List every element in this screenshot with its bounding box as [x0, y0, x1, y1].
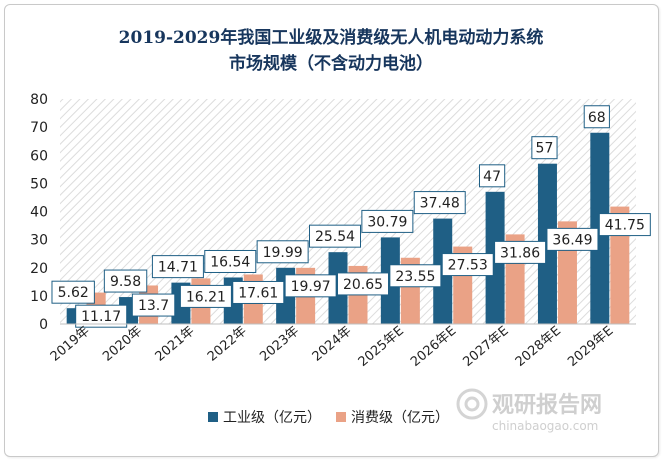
- legend: 工业级（亿元） 消费级（亿元）: [208, 410, 449, 426]
- x-tick-label: 2023年: [257, 324, 302, 365]
- data-label-consumer: 36.49: [552, 232, 592, 248]
- data-label-industrial-box: [361, 209, 414, 233]
- data-label-consumer: 19.97: [291, 279, 331, 295]
- x-tick-label: 2022年: [205, 324, 250, 365]
- data-label-consumer-box: [546, 227, 599, 251]
- data-label-consumer-box: [598, 213, 651, 237]
- x-tick-label: 2020年: [100, 324, 145, 365]
- data-label-consumer-box: [179, 284, 232, 308]
- data-label-consumer: 31.86: [500, 245, 540, 261]
- data-label-industrial-box: [256, 240, 309, 264]
- legend-label-consumer: 消费级（亿元）: [351, 410, 449, 426]
- x-tick-label: 2027年E: [460, 324, 511, 370]
- data-label-consumer-box: [284, 274, 337, 298]
- data-label-consumer-box: [389, 264, 442, 288]
- x-axis: 2019年 2020年 2021年 2022年 2023年 2024年 2025年E 2026…: [48, 323, 636, 370]
- x-tick-label: 2026年E: [408, 324, 459, 370]
- data-label-industrial-box: [151, 255, 204, 279]
- data-label-consumer: 27.53: [448, 258, 488, 274]
- data-label-industrial-box: [204, 249, 257, 273]
- x-tick-label: 2028年E: [513, 324, 564, 370]
- data-label-industrial: 30.79: [367, 214, 407, 230]
- x-tick-label: 2019年: [48, 324, 93, 365]
- chart-title-line1: 2019-2029年我国工业级及消费级无人机电动动力系统: [119, 27, 544, 48]
- data-label-industrial-box: [309, 224, 361, 248]
- data-label-industrial: 5.62: [58, 285, 89, 301]
- legend-swatch-industrial: [208, 412, 218, 422]
- legend-swatch-consumer: [336, 412, 346, 422]
- watermark-logo-icon: [456, 388, 488, 420]
- data-label-industrial: 16.54: [210, 254, 250, 270]
- y-tick-label: 10: [30, 289, 48, 305]
- data-label-consumer: 11.17: [81, 309, 121, 325]
- data-label-industrial-box: [583, 105, 610, 129]
- watermark-text-en: chinabaogao.com: [492, 419, 598, 433]
- y-tick-label: 0: [39, 317, 48, 333]
- data-label-consumer: 41.75: [605, 218, 645, 234]
- data-label-industrial: 9.58: [110, 274, 141, 290]
- x-tick-label: 2025年E: [356, 324, 407, 370]
- data-label-consumer: 17.61: [238, 285, 278, 301]
- data-label-industrial: 37.48: [420, 196, 460, 212]
- y-tick-label: 70: [30, 120, 48, 136]
- y-tick-label: 30: [30, 233, 48, 249]
- chart-title-line2: 市场规模（不含动力电池）: [229, 53, 433, 74]
- data-label-consumer: 13.7: [138, 298, 169, 314]
- data-label-consumer: 23.55: [395, 269, 435, 285]
- watermark-text-cn: 观研报告网: [492, 393, 602, 418]
- y-tick-label: 60: [30, 148, 48, 164]
- y-tick-label: 40: [30, 205, 48, 221]
- data-label-consumer-box: [131, 293, 176, 317]
- watermark: 观研报告网 chinabaogao.com: [456, 388, 602, 433]
- data-label-industrial-box: [478, 164, 506, 188]
- data-label-industrial: 47: [483, 169, 501, 185]
- data-label-industrial: 25.54: [315, 229, 355, 245]
- data-label-industrial-box: [413, 191, 466, 215]
- legend-label-industrial: 工业级（亿元）: [223, 410, 321, 426]
- data-label-consumer-box: [441, 253, 494, 277]
- data-label-consumer-box: [232, 280, 285, 304]
- data-label-industrial: 19.99: [263, 245, 303, 261]
- x-tick-label: 2021年: [153, 324, 198, 365]
- data-label-consumer: 20.65: [343, 277, 383, 293]
- y-tick-label: 50: [30, 176, 48, 192]
- y-tick-label: 20: [30, 261, 48, 277]
- data-labels: 5.62 11.17 9.58 13.7 14.71 16.21 16.54 17.61 19.…: [51, 105, 651, 328]
- data-label-consumer-box: [75, 304, 128, 328]
- data-label-consumer-box: [337, 272, 389, 296]
- x-tick-label: 2029年E: [565, 324, 616, 370]
- data-label-consumer-box: [494, 240, 547, 264]
- data-label-industrial: 57: [536, 141, 554, 157]
- data-label-industrial-box: [103, 269, 148, 293]
- x-tick-label: 2024年: [310, 324, 355, 365]
- data-label-consumer: 16.21: [186, 289, 226, 305]
- y-tick-label: 80: [30, 92, 48, 108]
- y-axis: 0 10 20 30 40 50 60 70 80: [30, 92, 48, 333]
- data-label-industrial: 14.71: [158, 260, 198, 276]
- data-label-industrial: 68: [588, 110, 606, 126]
- data-label-industrial-box: [51, 280, 95, 304]
- data-label-industrial-box: [531, 136, 558, 160]
